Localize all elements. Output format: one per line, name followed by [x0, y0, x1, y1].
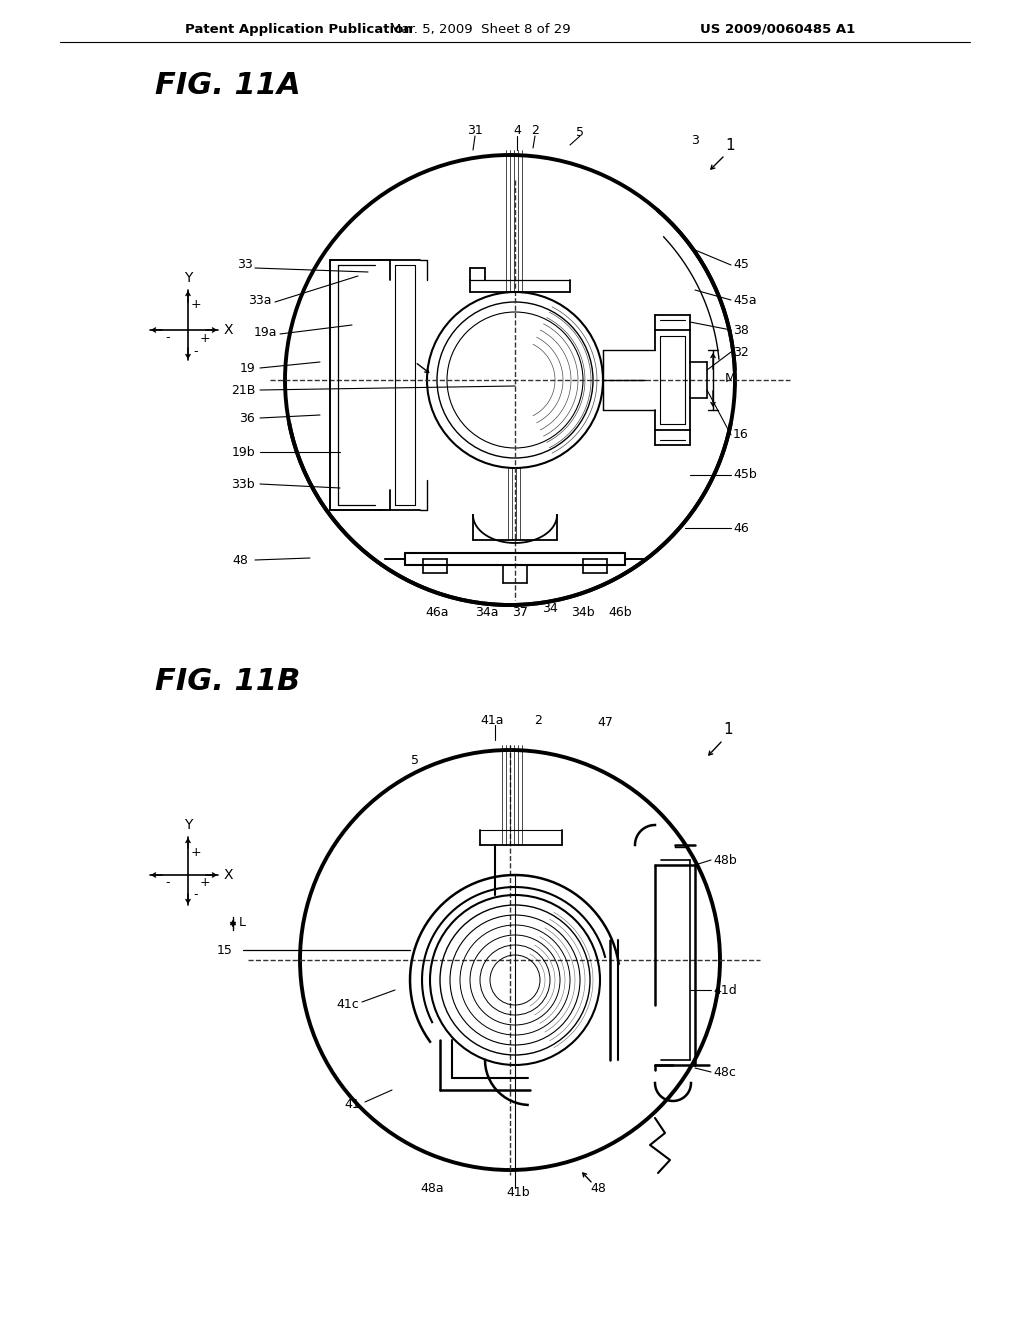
Text: -: - [166, 331, 170, 345]
Text: -: - [166, 876, 170, 890]
Text: 19: 19 [240, 362, 255, 375]
Text: 34a: 34a [475, 606, 499, 619]
Text: L: L [239, 916, 246, 929]
Text: 47: 47 [597, 715, 613, 729]
Text: 21B: 21B [230, 384, 255, 396]
Text: 45: 45 [733, 259, 749, 272]
Text: 2: 2 [535, 714, 542, 726]
Text: 48a: 48a [420, 1181, 443, 1195]
Text: 45b: 45b [733, 469, 757, 482]
Text: 46b: 46b [608, 606, 632, 619]
Text: 46a: 46a [425, 606, 449, 619]
Text: 33a: 33a [248, 293, 271, 306]
Text: 48b: 48b [713, 854, 736, 866]
Text: +: + [190, 298, 202, 312]
Text: 36: 36 [240, 412, 255, 425]
Text: 34b: 34b [571, 606, 595, 619]
Text: 3: 3 [691, 133, 699, 147]
Text: FIG. 11A: FIG. 11A [155, 70, 301, 99]
Text: +: + [200, 876, 210, 890]
Text: 4: 4 [513, 124, 521, 136]
Text: +: + [200, 331, 210, 345]
Text: 5: 5 [411, 754, 419, 767]
Text: 15: 15 [217, 944, 233, 957]
Text: +: + [190, 846, 202, 859]
Text: 41b: 41b [506, 1185, 529, 1199]
Text: 41d: 41d [713, 983, 736, 997]
Text: 1: 1 [723, 722, 733, 738]
Text: 38: 38 [733, 323, 749, 337]
Text: 32: 32 [733, 346, 749, 359]
Text: 31: 31 [467, 124, 483, 136]
Text: 48: 48 [590, 1181, 606, 1195]
Text: 48c: 48c [713, 1065, 736, 1078]
Text: 41a: 41a [480, 714, 504, 726]
Text: 37: 37 [512, 606, 528, 619]
Text: 2: 2 [531, 124, 539, 136]
Text: 19a: 19a [253, 326, 276, 338]
Text: M: M [725, 371, 736, 384]
Text: Y: Y [184, 271, 193, 285]
Text: FIG. 11B: FIG. 11B [155, 668, 300, 697]
Text: -: - [194, 346, 199, 359]
Text: X: X [223, 323, 232, 337]
Text: X: X [223, 869, 232, 882]
Text: 41c: 41c [337, 998, 359, 1011]
Text: 33: 33 [238, 259, 253, 272]
Text: 34: 34 [542, 602, 558, 615]
Text: 45a: 45a [733, 293, 757, 306]
Text: 41: 41 [344, 1098, 359, 1111]
Text: Mar. 5, 2009  Sheet 8 of 29: Mar. 5, 2009 Sheet 8 of 29 [390, 22, 570, 36]
Text: US 2009/0060485 A1: US 2009/0060485 A1 [700, 22, 855, 36]
Text: 46: 46 [733, 521, 749, 535]
Text: Y: Y [184, 818, 193, 832]
Text: -: - [194, 888, 199, 902]
Text: 48: 48 [232, 553, 248, 566]
Text: Patent Application Publication: Patent Application Publication [185, 22, 413, 36]
Text: 33b: 33b [231, 478, 255, 491]
Text: 1: 1 [725, 137, 735, 153]
Text: 5: 5 [575, 125, 584, 139]
Text: 19b: 19b [231, 446, 255, 458]
Text: 16: 16 [733, 429, 749, 441]
